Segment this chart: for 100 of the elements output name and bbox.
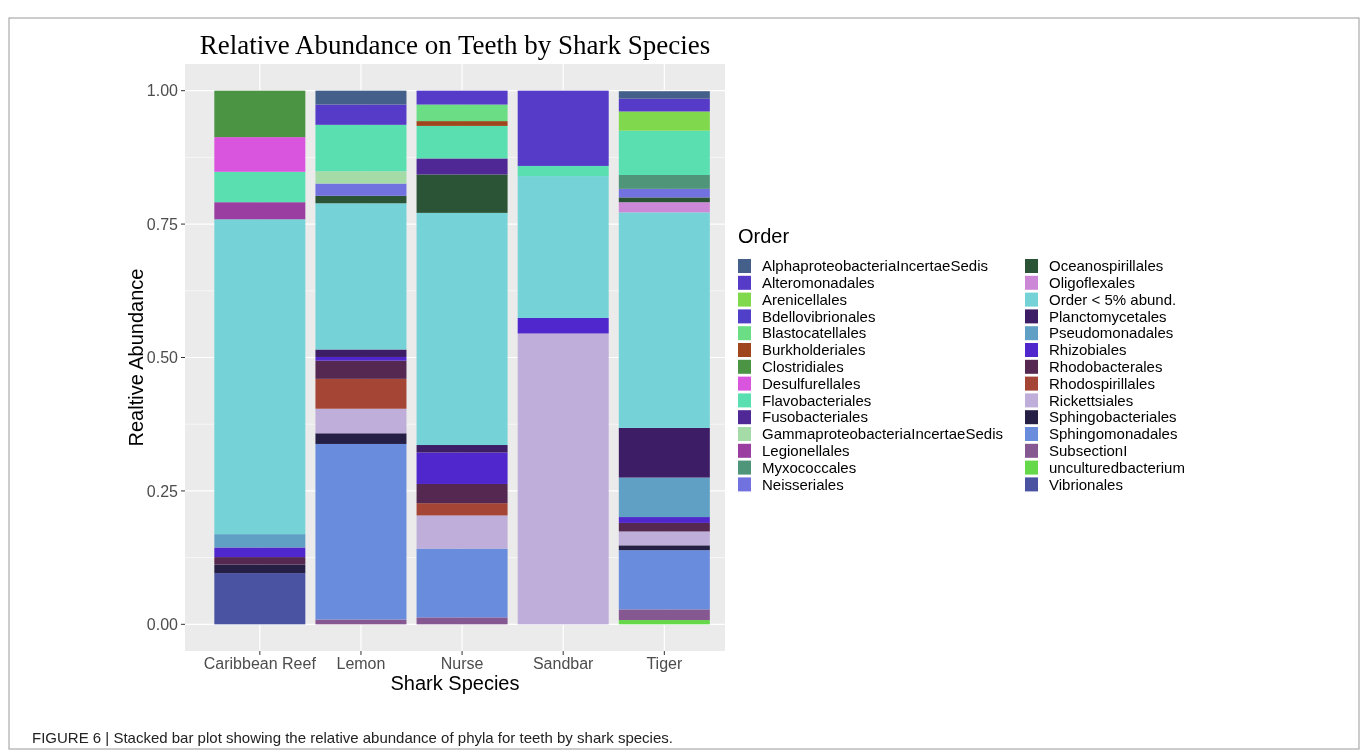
bar: [618, 427, 710, 478]
legend-label: Vibrionales: [1049, 475, 1123, 493]
y-tick-label: 0.75: [146, 215, 179, 233]
legend-label: Bdellovibrionales: [762, 307, 876, 325]
bar: [618, 91, 710, 99]
bar: [416, 503, 508, 516]
bar: [618, 111, 710, 131]
x-tick-label: Tiger: [646, 655, 683, 672]
bar: [416, 90, 508, 105]
legend-label: Rhodobacterales: [1049, 358, 1163, 376]
x-tick-label: Lemon: [336, 655, 386, 672]
bar: [618, 545, 710, 551]
bar: [214, 547, 306, 558]
bar: [618, 202, 710, 213]
bar: [315, 360, 407, 379]
bar: [416, 452, 508, 484]
bar: [315, 378, 407, 409]
bar: [416, 617, 508, 625]
bar: [315, 349, 407, 357]
bar: [416, 483, 508, 504]
bar: [517, 176, 609, 319]
bar: [315, 195, 407, 204]
legend-label: GammaproteobacteriaIncertaeSedis: [762, 425, 1003, 443]
legend-label: Sphingomonadales: [1049, 425, 1178, 443]
x-tick-label: Caribbean Reef: [203, 655, 317, 672]
y-tick-label: 0.50: [146, 349, 179, 367]
bar: [416, 212, 508, 446]
bar: [315, 171, 407, 184]
bar: [517, 333, 609, 625]
y-tick-label: 0.00: [146, 615, 179, 633]
y-axis-title: Realtive Abundance: [125, 268, 147, 447]
bar: [416, 174, 508, 213]
bar: [315, 356, 407, 361]
legend-label: Desulfurellales: [762, 374, 861, 392]
bar: [214, 573, 306, 625]
bar: [214, 137, 306, 172]
legend-label: AlphaproteobacteriaIncertaeSedis: [762, 257, 988, 275]
y-tick-label: 1.00: [146, 82, 179, 100]
bar: [315, 443, 407, 620]
bar: [618, 98, 710, 112]
bar: [416, 445, 508, 453]
legend-label: unculturedbacterium: [1049, 458, 1185, 476]
legend-label: Sphingobacteriales: [1049, 408, 1177, 426]
bar: [618, 477, 710, 518]
legend-label: Blastocatellales: [762, 324, 867, 342]
bar: [315, 90, 407, 105]
bar: [315, 183, 407, 196]
x-axis-title: Shark Species: [390, 672, 520, 694]
bar: [315, 104, 407, 125]
bar: [214, 90, 306, 138]
bar: [214, 564, 306, 574]
legend-label: Myxococcales: [762, 458, 857, 476]
bar: [618, 175, 710, 189]
bar: [618, 188, 710, 198]
bar: [618, 550, 710, 610]
bar: [214, 557, 306, 565]
bar: [315, 124, 407, 172]
legend-label: Rhizobiales: [1049, 341, 1127, 359]
legend-label: Neisseriales: [762, 475, 844, 493]
legend-label: Burkholderiales: [762, 341, 866, 359]
bar: [416, 104, 508, 122]
bar: [618, 197, 710, 203]
bar: [315, 433, 407, 444]
legend-title: Order: [738, 225, 790, 247]
legend-label: Alteromonadales: [762, 274, 875, 292]
legend-label: Arenicellales: [762, 290, 848, 308]
bar: [517, 90, 609, 166]
bar: [416, 158, 508, 175]
bar: [618, 609, 710, 621]
legend-label: Flavobacteriales: [762, 391, 872, 409]
bar: [618, 522, 710, 532]
bar: [517, 318, 609, 334]
bar: [214, 534, 306, 548]
bar: [618, 620, 710, 625]
legend-label: Clostridiales: [762, 358, 844, 376]
legend-label: Oligoflexales: [1049, 274, 1135, 292]
bar: [416, 548, 508, 618]
caption: FIGURE 6 | Stacked bar plot showing the relative abundance of phyla for teeth by shark species.: [32, 729, 673, 746]
bar: [416, 515, 508, 549]
legend-label: SubsectionI: [1049, 442, 1128, 460]
legend-label: Pseudomonadales: [1049, 324, 1174, 342]
bar: [618, 517, 710, 523]
legend-label: Order < 5% abund.: [1049, 290, 1177, 308]
bar: [517, 165, 609, 177]
bar: [416, 125, 508, 159]
chart-title: Relative Abundance on Teeth by Shark Species: [199, 30, 711, 60]
legend-label: Rhodospirillales: [1049, 374, 1155, 392]
x-tick-label: Sandbar: [532, 655, 595, 672]
bar: [315, 203, 407, 350]
legend-label: Planctomycetales: [1049, 307, 1167, 325]
legend-label: Oceanospirillales: [1049, 257, 1164, 275]
legend-label: Fusobacteriales: [762, 408, 868, 426]
y-tick-label: 0.25: [146, 482, 179, 500]
legend-label: Rickettsiales: [1049, 391, 1134, 409]
bar: [315, 408, 407, 434]
legend-label: Legionellales: [762, 442, 850, 460]
bar: [618, 531, 710, 546]
bar: [416, 121, 508, 126]
bar: [214, 219, 306, 535]
x-tick-label: Nurse: [440, 655, 484, 672]
